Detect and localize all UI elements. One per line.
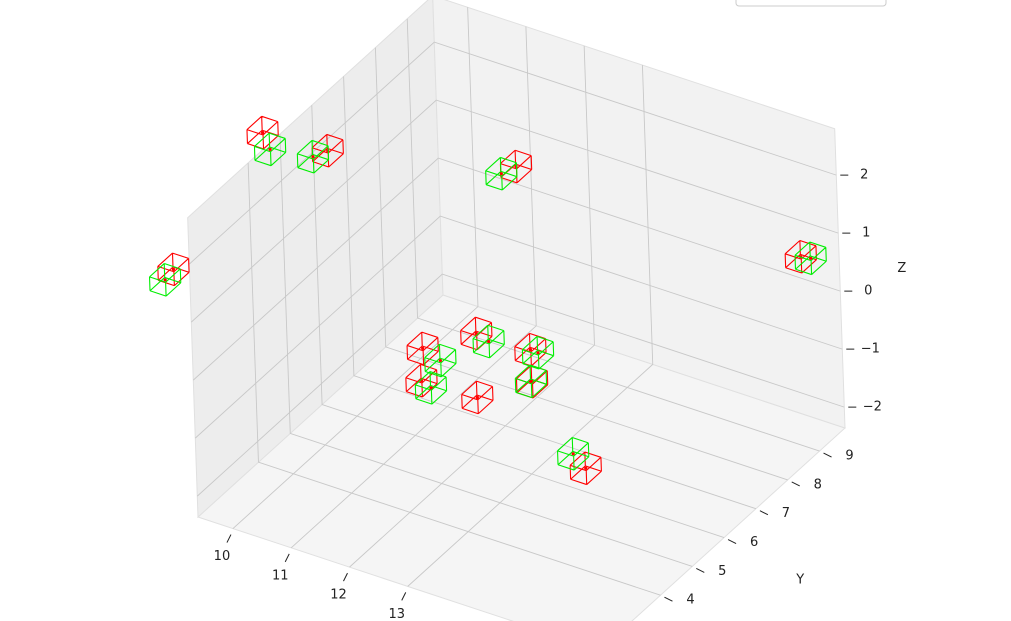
- z-axis-label: Z: [897, 261, 906, 276]
- x-tick-label: 12: [330, 588, 347, 603]
- cube-center: [499, 172, 503, 176]
- cube-edges: [485, 156, 518, 191]
- cube-edges: [461, 380, 494, 415]
- x-tick: [401, 592, 407, 601]
- x-tick: [343, 572, 348, 582]
- y-tick-label: 6: [750, 535, 758, 550]
- cube-edges: [424, 343, 457, 378]
- cube-center: [438, 358, 442, 363]
- y-tick-label: 7: [782, 506, 790, 521]
- x-tick: [226, 534, 232, 543]
- y-tick-label: 9: [845, 449, 853, 464]
- grid-line: [192, 157, 841, 381]
- y-tick-label: 5: [718, 564, 726, 579]
- cube: [485, 156, 518, 191]
- y-tick-label: 4: [686, 593, 694, 608]
- cube: [424, 343, 457, 378]
- cube: [521, 335, 555, 370]
- grid-line: [279, 134, 693, 567]
- cube: [414, 371, 448, 405]
- x-tick-label: 11: [272, 568, 289, 583]
- cube: [148, 263, 182, 297]
- cube-center: [163, 278, 167, 282]
- cube-edges: [794, 241, 827, 276]
- cube-center: [809, 256, 813, 260]
- cube: [569, 451, 602, 486]
- cube-center: [429, 386, 433, 390]
- grid-line: [194, 215, 843, 439]
- cube-center: [571, 452, 575, 456]
- cube-center: [261, 130, 265, 135]
- cube-edges: [569, 451, 602, 486]
- grid-line: [232, 7, 479, 529]
- grid-line: [406, 18, 820, 452]
- cube-edges: [148, 263, 182, 297]
- y-tick: [823, 452, 832, 458]
- y-tick-label: 8: [814, 477, 822, 492]
- z-tick-label: −2: [863, 400, 882, 415]
- grid: [188, 7, 857, 602]
- cube-center: [536, 351, 540, 355]
- z-tick-label: 0: [864, 284, 872, 299]
- grid-line: [349, 45, 595, 568]
- cube-edges: [472, 324, 505, 359]
- cube-center: [528, 348, 533, 352]
- cube: [157, 252, 190, 287]
- cube-edges: [405, 363, 438, 398]
- z-tick-label: 2: [860, 168, 868, 183]
- cube-edges: [557, 436, 590, 471]
- grid-line: [190, 99, 839, 323]
- cube: [253, 132, 287, 167]
- y-tick: [791, 481, 800, 487]
- y-tick: [696, 567, 705, 573]
- cube-edges: [157, 252, 190, 287]
- marks: [148, 115, 827, 486]
- cube-center: [171, 267, 176, 271]
- cube-edges: [414, 371, 448, 405]
- cube: [557, 436, 590, 471]
- cube-center: [475, 395, 479, 400]
- cube-center: [584, 466, 588, 470]
- cube-edges: [514, 364, 548, 399]
- cube-edges: [253, 132, 287, 167]
- legend-box: [735, 0, 887, 7]
- cube: [794, 241, 827, 276]
- cube: [296, 139, 330, 174]
- x-tick-label: 13: [388, 607, 405, 621]
- y-axis-label: Y: [795, 573, 804, 588]
- z-tick-label: −1: [861, 342, 880, 357]
- z-tick-label: 1: [862, 226, 870, 241]
- y-tick: [727, 539, 737, 545]
- grid-line: [196, 273, 845, 497]
- grid-line: [343, 76, 757, 510]
- x-tick-label: 10: [214, 549, 231, 564]
- cube-center: [268, 147, 272, 152]
- cube-center: [529, 379, 533, 383]
- grid-line: [374, 47, 788, 481]
- grid-line: [407, 65, 654, 587]
- cube: [514, 364, 548, 399]
- cube-edges: [406, 331, 439, 366]
- grid-line: [290, 26, 537, 549]
- x-tick: [284, 553, 290, 563]
- grid-line: [247, 162, 661, 596]
- cube-center: [311, 155, 315, 159]
- cube-center: [421, 346, 425, 350]
- y-tick: [759, 510, 769, 516]
- cube: [406, 331, 439, 366]
- cube: [461, 380, 494, 415]
- cube-edges: [521, 335, 555, 370]
- y-tick: [664, 596, 673, 602]
- cube: [311, 133, 344, 168]
- grid-line: [311, 105, 725, 538]
- cube: [472, 324, 505, 359]
- cube-edges: [296, 139, 330, 174]
- cube-center: [487, 339, 491, 344]
- grid-line: [188, 41, 837, 265]
